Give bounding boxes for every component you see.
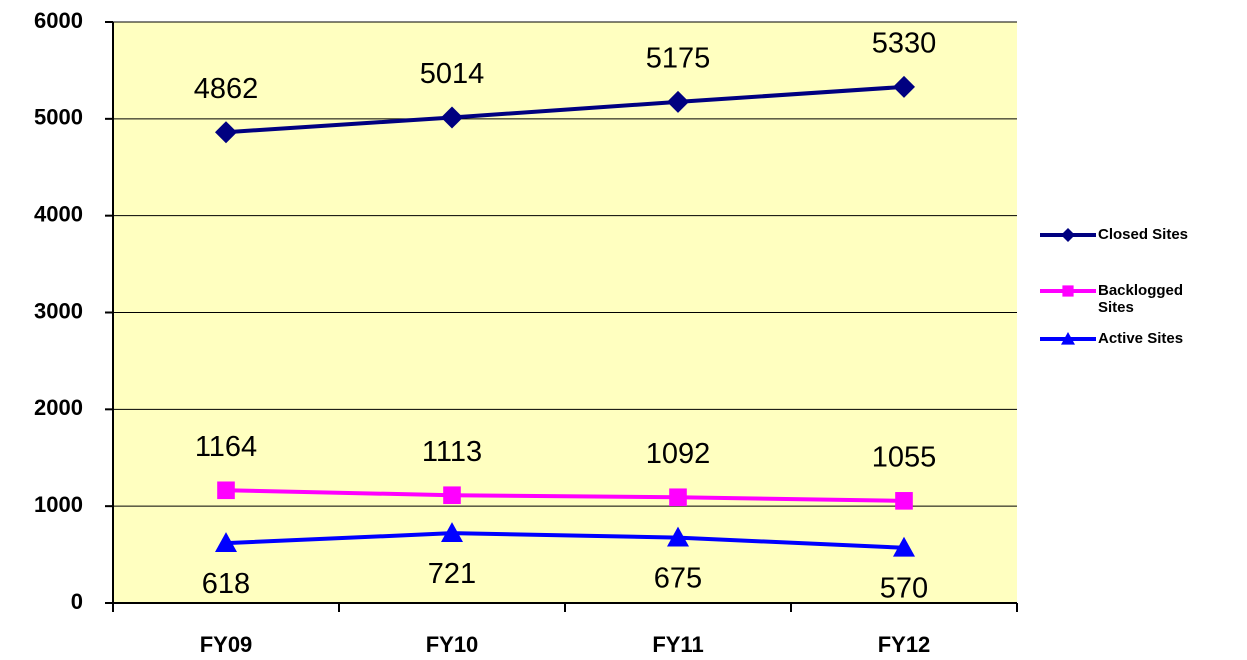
legend-swatch [1040, 285, 1096, 297]
data-label: 1055 [872, 441, 937, 473]
y-tick-label: 3000 [34, 298, 83, 323]
series-line [225, 531, 905, 550]
data-label: 570 [880, 572, 928, 604]
legend-swatch [1040, 332, 1096, 345]
marker [667, 90, 689, 113]
legend-swatch [1040, 228, 1096, 242]
marker [895, 492, 913, 510]
data-label: 4862 [194, 73, 259, 105]
data-label: 5330 [872, 28, 937, 60]
marker [217, 481, 235, 500]
legend-label: Active Sites [1098, 330, 1184, 347]
x-tick-label: FY09 [200, 632, 253, 657]
marker [443, 486, 461, 505]
marker [669, 488, 687, 507]
legend-item: Backlogged Sites [1038, 282, 1218, 316]
data-label: 1164 [195, 431, 257, 463]
y-tick-label: 2000 [34, 395, 83, 420]
legend-item: Active Sites [1038, 330, 1218, 350]
data-label: 618 [202, 568, 250, 600]
legend-label: Closed Sites [1098, 226, 1189, 243]
marker [893, 536, 915, 557]
data-label: 1092 [646, 438, 711, 470]
data-label: 675 [654, 562, 702, 594]
legend-item: Closed Sites [1038, 226, 1218, 246]
y-tick-label: 0 [71, 589, 83, 614]
marker [441, 522, 463, 542]
marker [893, 75, 915, 98]
data-label: 1113 [422, 436, 482, 468]
data-label: 5014 [420, 58, 485, 90]
y-tick-label: 5000 [34, 105, 83, 130]
marker [1061, 332, 1075, 345]
x-tick-label: FY10 [426, 632, 479, 657]
marker [1062, 285, 1074, 297]
legend-label: Backlogged Sites [1098, 282, 1184, 316]
data-label: 5175 [646, 43, 711, 75]
marker [667, 526, 689, 547]
data-label: 721 [428, 558, 476, 590]
marker [215, 121, 237, 144]
marker [441, 106, 463, 129]
series-line [225, 84, 905, 135]
marker [1061, 228, 1075, 242]
y-tick-label: 6000 [34, 8, 83, 33]
y-tick-label: 1000 [34, 492, 83, 517]
x-tick-label: FY12 [878, 632, 931, 657]
y-tick-label: 4000 [34, 201, 83, 226]
x-tick-label: FY11 [652, 632, 703, 657]
series-line [225, 488, 905, 503]
marker [215, 532, 237, 552]
